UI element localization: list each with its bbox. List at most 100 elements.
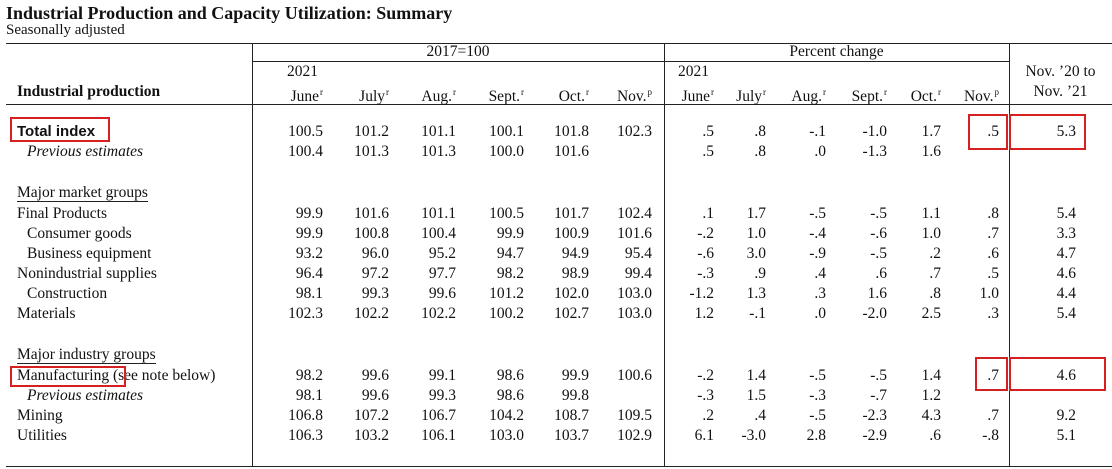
row-label: Consumer goods	[27, 225, 132, 243]
yoy-value: 4.6	[1056, 367, 1076, 384]
percent-change-value: -.9	[809, 245, 826, 262]
percent-change-value: 1.6	[921, 143, 941, 160]
percent-change-value: -.8	[982, 427, 999, 444]
yoy-value: 5.1	[1056, 427, 1076, 444]
row-label-text: Final Products	[17, 205, 107, 222]
percent-change-value: .1	[702, 205, 714, 222]
index-value: 102.0	[554, 285, 589, 302]
index-value: 106.8	[288, 407, 323, 424]
percent-change-value: -.5	[870, 205, 887, 222]
index-value: 94.7	[496, 245, 524, 262]
percent-change-value: .7	[987, 407, 999, 424]
month-header: Juner	[253, 83, 323, 106]
percent-change-value: .5	[987, 265, 999, 282]
index-value: 97.7	[428, 265, 456, 282]
row-label: Final Products	[17, 205, 107, 223]
percent-change-value: -.1	[809, 123, 826, 140]
month-name: Oct.	[558, 88, 585, 105]
index-value: 95.2	[428, 245, 456, 262]
percent-change-value: .5	[987, 123, 999, 140]
percent-change-value: 1.4	[746, 367, 766, 384]
percent-change-value: .7	[929, 265, 941, 282]
percent-change-value: .6	[929, 427, 941, 444]
month-header: Julyr	[696, 83, 766, 106]
pct-header-rule	[664, 61, 1009, 62]
index-value: 100.0	[489, 143, 524, 160]
index-value: 99.3	[361, 285, 389, 302]
index-value: 99.9	[496, 225, 524, 242]
index-value: 104.2	[489, 407, 524, 424]
month-status-mark: r	[586, 87, 589, 97]
index-value: 99.9	[561, 367, 589, 384]
index-value: 101.2	[489, 285, 524, 302]
percent-change-value: .9	[754, 265, 766, 282]
percent-change-value: -.3	[697, 387, 714, 404]
index-value: 106.7	[421, 407, 456, 424]
index-value: 100.5	[288, 123, 323, 140]
index-value: 101.1	[421, 205, 456, 222]
index-value: 98.6	[496, 387, 524, 404]
yoy-value: 5.4	[1056, 205, 1076, 222]
percent-change-value: .3	[814, 285, 826, 302]
index-value: 99.9	[295, 205, 323, 222]
month-name: July	[736, 88, 762, 105]
percent-change-value: -.5	[870, 245, 887, 262]
index-value: 100.5	[489, 205, 524, 222]
month-status-mark: r	[938, 87, 941, 97]
percent-change-value: 1.0	[921, 225, 941, 242]
percent-change-value: 1.5	[746, 387, 766, 404]
row-label-text: Manufacturing	[17, 367, 110, 384]
highlight-manufacturing-label	[10, 366, 126, 387]
month-status-mark: r	[763, 87, 766, 97]
row-label: Materials	[17, 305, 76, 323]
highlight-total-index-label	[10, 117, 110, 142]
percent-change-value: -.3	[809, 387, 826, 404]
index-value: 101.6	[354, 205, 389, 222]
index-value: 101.7	[554, 205, 589, 222]
index-value: 102.3	[288, 305, 323, 322]
percent-change-value: 1.7	[921, 123, 941, 140]
percent-change-value: 1.6	[867, 285, 887, 302]
row-label-text: Business equipment	[27, 245, 152, 262]
col-divider-left	[252, 43, 253, 467]
row-label: Nonindustrial supplies	[17, 265, 157, 283]
month-status-mark: p	[647, 87, 653, 97]
index-value: 98.9	[561, 265, 589, 282]
percent-change-label: Percent change	[789, 43, 884, 60]
percent-change-value: 1.4	[921, 367, 941, 384]
month-header: Oct.r	[871, 83, 941, 106]
row-label-text: Previous estimates	[27, 143, 144, 160]
percent-change-value: 3.0	[746, 245, 766, 262]
index-value: 102.2	[354, 305, 389, 322]
percent-change-value: -.5	[809, 205, 826, 222]
percent-change-value: .4	[814, 265, 826, 282]
month-name: Oct.	[910, 88, 937, 105]
percent-change-value: -2.3	[862, 407, 887, 424]
row-label: Utilities	[17, 427, 67, 445]
row-label: Mining	[17, 407, 63, 425]
percent-change-value: 1.3	[746, 285, 766, 302]
percent-change-value: -.3	[697, 265, 714, 282]
index-value: 100.2	[489, 305, 524, 322]
row-label-text: Utilities	[17, 427, 67, 444]
percent-change-value: .8	[987, 205, 999, 222]
index-value: 99.3	[428, 387, 456, 404]
index-value: 101.3	[354, 143, 389, 160]
percent-change-value: -2.0	[862, 305, 887, 322]
index-value: 99.6	[361, 387, 389, 404]
index-value: 99.6	[361, 367, 389, 384]
month-status-mark: r	[711, 87, 714, 97]
row-label-note: (see note below)	[109, 367, 216, 384]
highlight-total-yoy	[1009, 114, 1086, 150]
percent-change-value: 4.3	[921, 407, 941, 424]
index-value: 102.9	[617, 427, 652, 444]
row-label-text: Previous estimates	[27, 387, 144, 404]
percent-change-value: -.5	[870, 367, 887, 384]
percent-change-value: -1.0	[862, 123, 887, 140]
index-value: 99.4	[624, 265, 652, 282]
index-value: 102.3	[617, 123, 652, 140]
yoy-value: 4.7	[1056, 245, 1076, 262]
index-value: 100.4	[421, 225, 456, 242]
percent-change-value: .0	[814, 143, 826, 160]
index-value: 101.2	[354, 123, 389, 140]
